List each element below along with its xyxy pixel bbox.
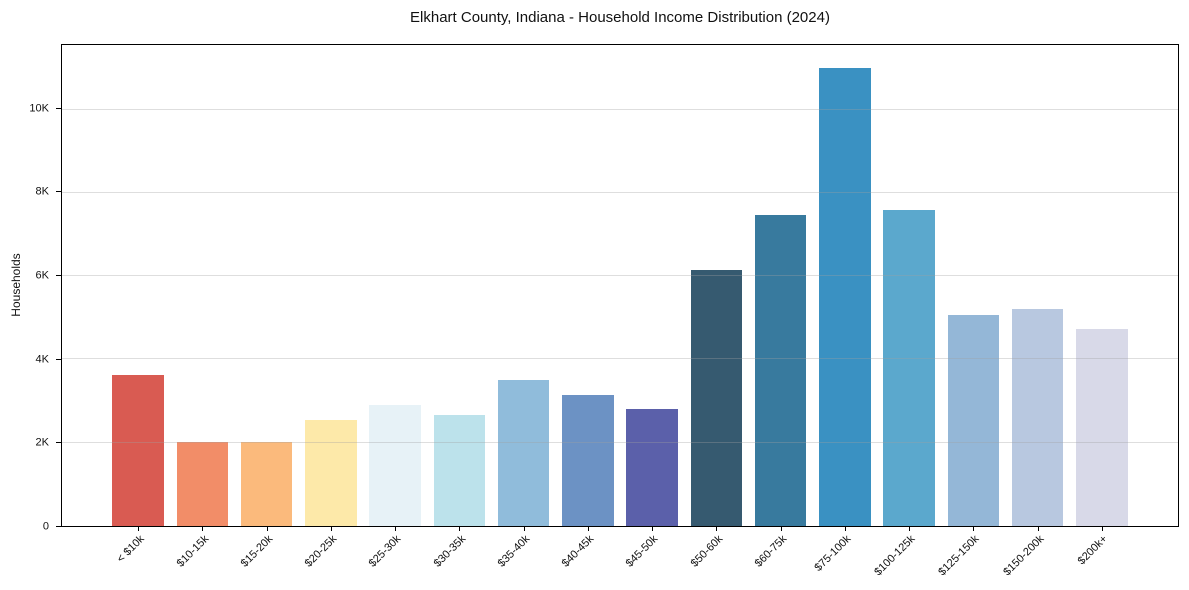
x-tick-mark (780, 526, 782, 531)
x-tick-label: $30-35k (431, 533, 468, 570)
x-tick-mark (523, 526, 525, 531)
y-tick-label: 8K (35, 185, 49, 198)
y-tick-mark (56, 442, 61, 444)
bar-slot: $15-20k (235, 45, 299, 570)
x-tick-mark (202, 526, 204, 531)
x-tick-mark (138, 526, 140, 531)
y-tick-label: 6K (35, 269, 49, 282)
bar-slot: $100-125k (872, 45, 941, 578)
x-tick-label: $150-200k (1000, 533, 1047, 579)
x-tick-label: $25-30k (367, 533, 404, 570)
x-tick-label: $125-150k (936, 533, 982, 579)
x-tick-label: $45-50k (624, 533, 661, 570)
bar-slot: < $10k (106, 45, 170, 565)
y-tick-label: 0 (42, 520, 49, 533)
x-tick-label: $40-45k (559, 533, 597, 570)
x-tick-label: $10-15k (174, 533, 211, 570)
bar-slot: $150-200k (1001, 45, 1070, 578)
x-tick-mark (1037, 526, 1039, 531)
bar-< $10k (112, 374, 164, 526)
bar-$20-25k (305, 419, 357, 526)
x-tick-mark (716, 526, 718, 531)
x-tick-mark (973, 526, 975, 531)
bar-slot: $40-45k (556, 45, 620, 570)
x-tick-label: < $10k (114, 533, 147, 566)
x-tick-label: $200k+ (1076, 533, 1111, 568)
y-tick-mark (56, 275, 61, 277)
bar-slot: $60-75k (749, 45, 813, 570)
bar-$150-200k (1011, 308, 1064, 526)
bar-slot: $20-25k (299, 45, 363, 570)
y-tick-mark (56, 358, 61, 360)
y-tick-mark (56, 526, 61, 527)
x-tick-mark (459, 526, 461, 531)
x-tick-mark (395, 526, 397, 531)
x-tick-label: $35-40k (495, 533, 533, 570)
x-tick-label: $20-25k (302, 533, 340, 570)
x-tick-mark (652, 526, 654, 531)
bar-slot: $10-15k (170, 45, 234, 570)
x-tick-label: $100-125k (872, 533, 918, 579)
bar-$15-20k (240, 441, 293, 526)
bar-slot: $50-60k (684, 45, 748, 570)
x-tick-mark (266, 526, 268, 531)
y-tick-label: 10K (29, 102, 49, 115)
bar-$40-45k (562, 394, 614, 526)
x-tick-label: $75-100k (812, 533, 854, 574)
y-tick-mark (56, 107, 61, 109)
bar-$25-30k (369, 405, 421, 526)
bar-slot: $25-30k (363, 45, 427, 570)
bar-slot: $45-50k (620, 45, 684, 570)
x-tick-label: $50-60k (688, 533, 725, 570)
bar-$75-100k (819, 67, 871, 526)
bar-$125-150k (947, 315, 1000, 526)
x-tick-mark (1101, 526, 1103, 531)
y-tick-mark (56, 191, 61, 193)
bar-$200k+ (1076, 329, 1128, 526)
x-tick-label: $15-20k (238, 533, 276, 570)
bar-$60-75k (754, 214, 807, 526)
x-tick-mark (587, 526, 589, 531)
bar-slot: $35-40k (492, 45, 556, 570)
bar-slot: $30-35k (427, 45, 491, 570)
bar-slot: $75-100k (812, 45, 877, 574)
bar-$30-35k (433, 414, 486, 526)
bar-slot: $200k+ (1070, 45, 1134, 567)
plot-area: < $10k $10-15k $15-20k $20-25k $25-30k $30-35… (61, 44, 1179, 578)
bars-row: < $10k $10-15k $15-20k $20-25k $25-30k $30-35… (62, 45, 1178, 578)
x-tick-mark (330, 526, 332, 531)
bar-$100-125k (883, 210, 935, 526)
y-tick-label: 4K (35, 353, 49, 366)
x-tick-mark (909, 526, 911, 531)
x-tick-mark (844, 526, 846, 531)
chart-title: Elkhart County, Indiana - Household Inco… (410, 9, 830, 26)
bar-$10-15k (176, 441, 229, 526)
y-axis-ticks: 0 2K 4K 6K 8K 10K (0, 44, 61, 532)
bar-$45-50k (626, 409, 678, 526)
bar-$35-40k (497, 380, 550, 526)
bar-slot: $125-150k (937, 45, 1005, 578)
bar-$50-60k (690, 269, 743, 526)
y-tick-label: 2K (35, 436, 49, 449)
x-tick-label: $60-75k (752, 533, 790, 570)
